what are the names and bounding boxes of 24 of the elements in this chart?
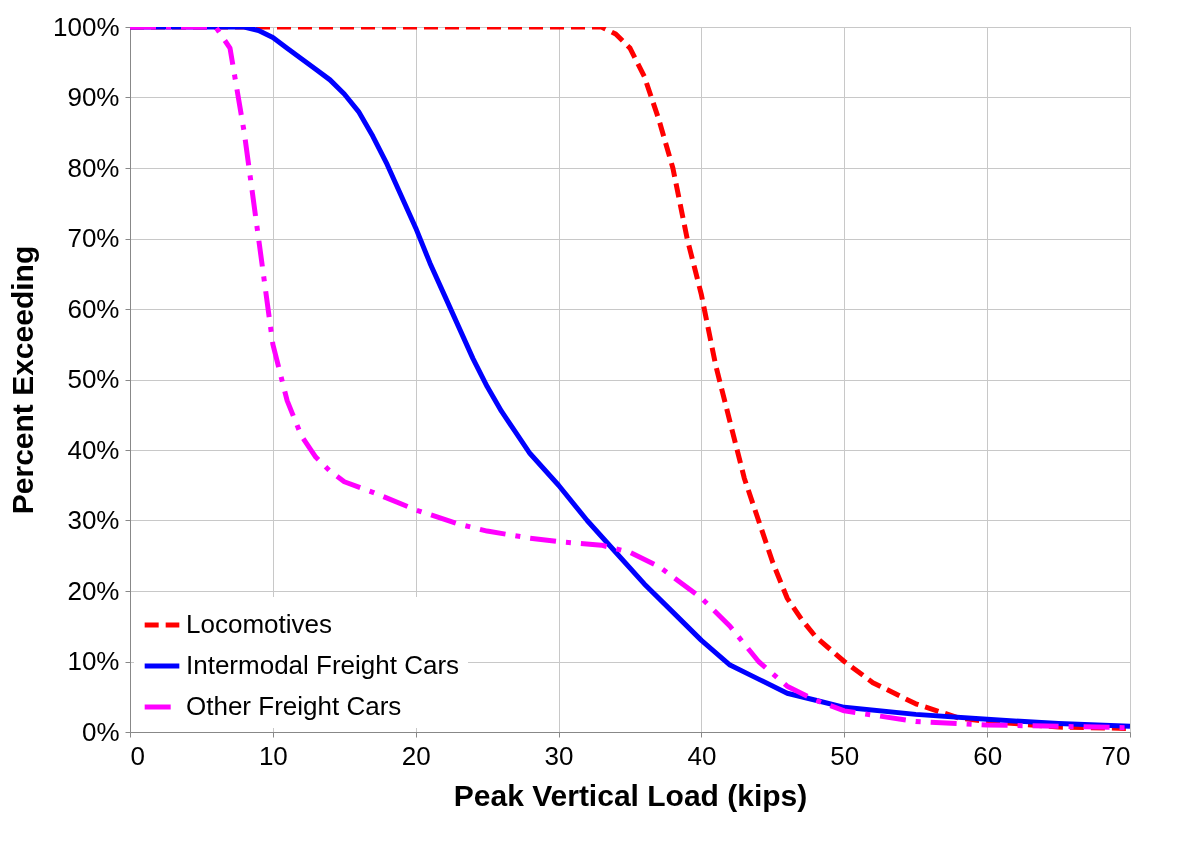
x-tick-label: 40	[687, 740, 717, 771]
legend-label: Intermodal Freight Cars	[186, 650, 460, 680]
x-tick-label: 50	[830, 740, 860, 771]
x-tick-label: 0	[130, 740, 145, 771]
y-tick-label: 40%	[67, 434, 120, 465]
x-tick-label: 20	[401, 740, 431, 771]
y-tick-label: 30%	[67, 505, 120, 535]
x-axis-title: Peak Vertical Load (kips)	[453, 778, 808, 812]
legend-label: Locomotives	[186, 609, 332, 639]
y-tick-label: 20%	[67, 575, 120, 606]
y-tick-label: 60%	[67, 293, 120, 324]
y-tick-label: 50%	[67, 364, 120, 394]
y-tick-label: 90%	[67, 82, 120, 112]
y-tick-label: 10%	[67, 646, 120, 676]
y-tick-label: 0%	[81, 716, 120, 747]
x-tick-label: 60	[973, 740, 1003, 771]
y-tick-label: 70%	[67, 223, 120, 253]
x-tick-label: 70	[1101, 740, 1131, 771]
x-tick-label: 30	[544, 740, 574, 771]
y-tick-label: 100%	[53, 11, 120, 42]
legend-label: Other Freight Cars	[186, 691, 402, 721]
y-tick-label: 80%	[67, 152, 120, 183]
y-axis-title: Percent Exceeding	[6, 245, 39, 515]
x-tick-label: 10	[258, 740, 288, 771]
